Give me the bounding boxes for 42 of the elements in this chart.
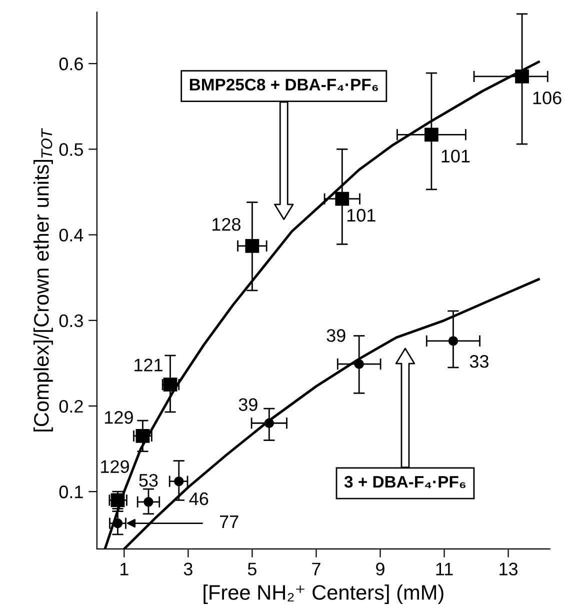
point: [515, 69, 529, 84]
point: [448, 336, 458, 346]
annotation: 77: [220, 516, 238, 528]
annotation: 129: [101, 460, 129, 474]
point: [174, 476, 184, 486]
y-tick-label: 0.6: [59, 58, 83, 70]
annotation: BMP25C8 + DBA-F₄·PF₆: [190, 78, 378, 91]
x-axis-title: [Free NH₂⁺ Centers] (mM): [204, 584, 444, 604]
point: [424, 128, 438, 142]
x-tick-label: 9: [376, 562, 384, 576]
point: [264, 418, 274, 428]
annotation: 101: [442, 150, 470, 162]
annotation: 46: [189, 492, 208, 506]
y-tick-label: 0.4: [59, 228, 84, 242]
y-tick-label: 0.3: [59, 314, 83, 328]
x-tick-label: 3: [184, 562, 192, 576]
point: [245, 238, 260, 253]
point: [163, 378, 178, 392]
annotation: 39: [326, 329, 346, 342]
x-tick-label: 5: [248, 562, 256, 576]
point: [335, 192, 350, 206]
point: [136, 429, 150, 443]
y-tick-label: 0.5: [59, 143, 83, 156]
annotation: 121: [134, 358, 162, 372]
annotation: 129: [105, 411, 133, 424]
x-tick-label: 13: [500, 562, 518, 576]
point: [112, 518, 123, 528]
annotation: 128: [212, 218, 240, 231]
y-tick-label: 0.1: [59, 486, 83, 498]
annotation: 3 + DBA-F₄·PF₆: [344, 476, 466, 488]
x-tick-label: 11: [436, 562, 453, 576]
point: [144, 497, 154, 507]
point: [354, 359, 364, 369]
annotation: 106: [533, 92, 562, 104]
x-tick-label: 1: [120, 562, 128, 576]
annotation: 39: [238, 398, 258, 411]
y-axis-title: [Complex]/[Crown ether units]$_{TOT}$: [34, 128, 53, 432]
annotation: 101: [347, 208, 376, 222]
annotation: 53: [139, 474, 158, 487]
annotation: 33: [470, 355, 488, 368]
x-tick-label: 7: [312, 562, 320, 576]
y-tick-label: 0.2: [59, 400, 83, 413]
